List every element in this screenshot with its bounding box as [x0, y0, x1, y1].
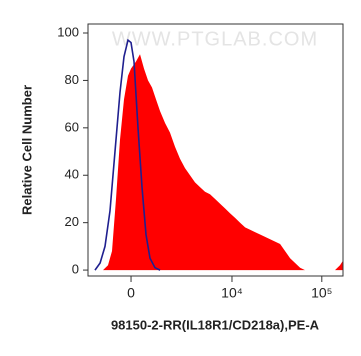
watermark: WWW.PTGLAB.COM: [112, 28, 318, 50]
plot-area: [94, 38, 343, 271]
x-tick-label: 0: [127, 285, 135, 301]
plot-frame: [87, 23, 344, 277]
y-tick-label: 40: [65, 167, 79, 182]
y-tick-label: 60: [65, 119, 79, 134]
y-tick-label: 100: [57, 24, 79, 39]
y-tick-label: 0: [72, 262, 79, 277]
histogram-line: [94, 38, 161, 271]
x-tick-label: 10⁴: [221, 285, 243, 301]
x-tick-label: 10⁵: [311, 285, 332, 301]
y-axis-label: Relative Cell Number: [19, 85, 34, 215]
histogram-area: [103, 54, 343, 271]
x-axis-label: 98150-2-RR(IL18R1/CD218a),PE-A: [111, 317, 320, 332]
y-tick-label: 20: [65, 214, 79, 229]
y-tick-label: 80: [65, 72, 79, 87]
